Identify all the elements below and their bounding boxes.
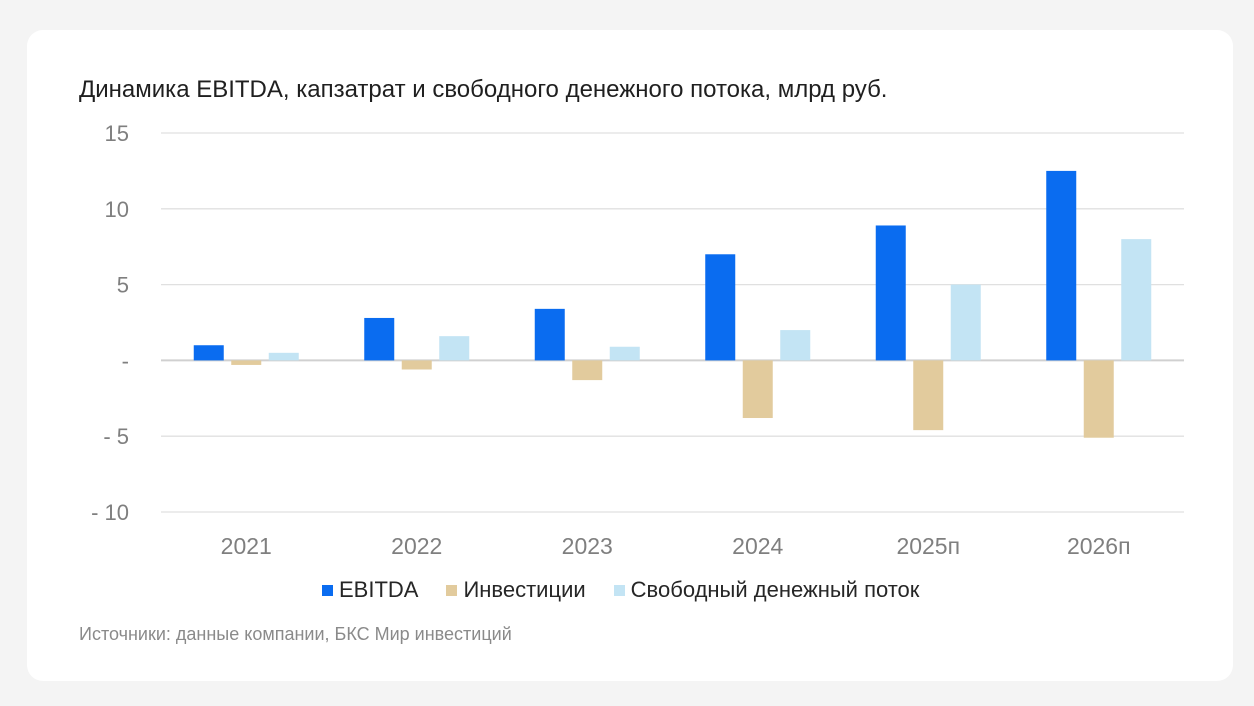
chart-title: Динамика EBITDA, капзатрат и свободного … — [79, 76, 888, 103]
bar-fcf — [609, 346, 640, 361]
x-tick-label: 2022 — [391, 533, 442, 559]
x-tick-label: 2023 — [562, 533, 613, 559]
x-tick-label: 2024 — [732, 533, 783, 559]
legend-item: Свободный денежный поток — [613, 577, 920, 603]
bar-ebitda — [534, 308, 565, 361]
x-tick-label: 2025п — [896, 533, 960, 559]
x-tick-label: 2026п — [1067, 533, 1131, 559]
bar-fcf — [780, 330, 811, 361]
y-tick-label: - — [122, 348, 129, 373]
legend-label: Инвестиции — [463, 577, 586, 602]
bar-ebitda — [364, 317, 395, 361]
bar-investments — [572, 360, 603, 381]
bar-investments — [1083, 360, 1114, 438]
bars — [193, 170, 1152, 438]
bar-investments — [231, 360, 262, 365]
y-tick-label: - 10 — [91, 500, 129, 525]
bar-investments — [401, 360, 432, 370]
legend-label: EBITDA — [339, 577, 419, 602]
legend-item: EBITDA — [322, 577, 418, 603]
legend-swatch — [613, 584, 625, 596]
source-note: Источники: данные компании, БКС Мир инве… — [79, 624, 512, 644]
x-axis: 2021 2022 2023 2024 2025п 2026п — [221, 533, 1131, 559]
bar-fcf — [439, 336, 470, 361]
gridlines — [161, 132, 1184, 513]
bar-ebitda — [1046, 170, 1077, 361]
y-tick-label: - 5 — [103, 424, 129, 449]
bar-investments — [913, 360, 944, 431]
y-tick-label: 15 — [105, 121, 129, 146]
bar-ebitda — [705, 254, 736, 361]
legend-label: Свободный денежный поток — [630, 577, 920, 602]
legend-swatch — [446, 584, 458, 596]
bar-ebitda — [193, 345, 224, 361]
legend: EBITDA Инвестиции Свободный денежный поток — [322, 577, 947, 603]
y-axis: 15 10 5 - - 5 - 10 — [91, 121, 129, 525]
y-tick-label: 5 — [117, 273, 129, 298]
y-tick-label: 10 — [105, 197, 129, 222]
bar-fcf — [1121, 239, 1152, 361]
bar-fcf — [268, 352, 299, 361]
bar-investments — [742, 360, 773, 419]
bar-fcf — [950, 284, 981, 361]
legend-swatch — [322, 584, 333, 596]
bar-ebitda — [875, 225, 906, 361]
legend-item: Инвестиции — [446, 577, 586, 603]
x-tick-label: 2021 — [221, 533, 272, 559]
